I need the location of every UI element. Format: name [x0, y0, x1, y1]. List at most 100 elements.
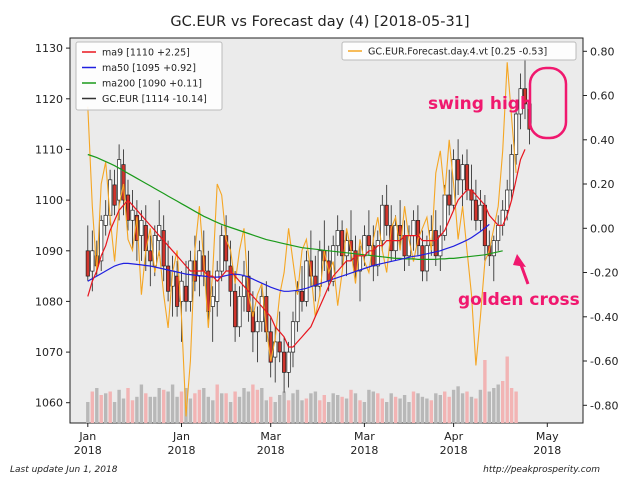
- volume-bar: [197, 389, 202, 424]
- volume-bar: [144, 393, 148, 424]
- ma200-line: [87, 153, 503, 260]
- volume-bar: [126, 388, 130, 423]
- candle-body: [286, 351, 291, 373]
- candle-body: [175, 275, 180, 307]
- candle-body: [188, 260, 193, 302]
- volume-bar: [434, 393, 438, 424]
- volume-bar: [148, 396, 152, 424]
- legend-left-box: [75, 41, 223, 111]
- candle-body: [514, 113, 519, 155]
- volume-bar: [108, 391, 112, 423]
- volume-bar: [416, 393, 420, 424]
- x-tick-label-year: 2018: [168, 444, 196, 457]
- volume-bar: [90, 391, 94, 423]
- candle-body: [117, 159, 122, 201]
- candle-body: [411, 220, 416, 236]
- candle-body: [357, 255, 363, 272]
- volume-bar: [336, 395, 340, 423]
- x-tick-label-month: Jan: [172, 430, 190, 443]
- volume-bar: [411, 391, 416, 423]
- volume-bar: [402, 395, 407, 423]
- volume-bar: [514, 391, 518, 423]
- volume-bar: [130, 400, 135, 424]
- candle-body: [112, 184, 117, 206]
- volume-bar: [170, 384, 175, 423]
- candle-body: [424, 245, 429, 272]
- volume-bar: [501, 381, 505, 423]
- legend-left-label: ma50 [1095 +0.92]: [102, 63, 196, 74]
- volume-bar: [95, 388, 99, 423]
- y-right-tick-label: 0.80: [590, 45, 615, 58]
- candle-body: [389, 225, 394, 252]
- volume-bar: [175, 396, 179, 424]
- volume-bar: [121, 398, 126, 423]
- volume-bar: [340, 396, 344, 424]
- candle-body: [415, 220, 421, 247]
- volume-bar: [443, 391, 447, 423]
- candle-body: [509, 154, 514, 191]
- volume-bar: [242, 388, 246, 423]
- y-left-tick-label: 1130: [35, 42, 63, 55]
- x-tick-label-month: Apr: [444, 430, 464, 443]
- volume-bar: [228, 402, 233, 423]
- legend-left-label: ma200 [1090 +0.11]: [102, 79, 202, 90]
- y-right-tick-label: 0.60: [590, 90, 615, 103]
- volume-bar: [202, 388, 206, 423]
- candle-body: [464, 164, 470, 191]
- candle-body: [420, 245, 425, 272]
- volume-bar: [358, 400, 362, 424]
- volume-bar: [429, 400, 433, 424]
- volume-bar: [313, 391, 318, 423]
- volume-bars: [86, 356, 518, 424]
- volume-bar: [86, 402, 90, 423]
- candle-body: [478, 204, 483, 221]
- volume-bar: [451, 389, 456, 424]
- volume-bar: [286, 400, 291, 424]
- y-right-tick-label: -0.20: [590, 267, 618, 280]
- volume-bar: [376, 393, 380, 424]
- candle-body: [340, 230, 345, 257]
- volume-bar: [407, 402, 411, 423]
- swing-high-annotation: swing high: [428, 66, 568, 140]
- candle-body: [460, 164, 465, 181]
- volume-bar: [380, 398, 384, 423]
- candle-body: [295, 290, 300, 323]
- candle-body: [496, 225, 501, 241]
- candle-body: [121, 164, 126, 201]
- volume-bar: [117, 389, 121, 424]
- volume-bar: [179, 391, 184, 423]
- x-tick-label-year: 2018: [533, 444, 561, 457]
- legend-right-box: [341, 41, 577, 61]
- footer-left: Last update Jun 1, 2018: [10, 465, 118, 475]
- y-right-tick-label: 0.40: [590, 134, 615, 147]
- golden-cross-arrowhead: [513, 254, 526, 267]
- series-lines: [87, 62, 526, 417]
- candle-body: [183, 285, 189, 302]
- candle-body: [522, 88, 528, 105]
- volume-bar: [496, 384, 500, 423]
- volume-bar: [344, 398, 349, 423]
- x-tick-label-year: 2018: [74, 444, 102, 457]
- volume-bar: [269, 396, 273, 424]
- candle-body: [148, 250, 153, 262]
- candle-body: [206, 270, 211, 312]
- candle-body: [366, 235, 371, 247]
- x-tick-label-month: May: [536, 430, 559, 443]
- candle-body: [161, 230, 166, 267]
- volume-bar: [367, 389, 371, 424]
- volume-bar: [318, 400, 322, 424]
- x-tick-label-year: 2018: [257, 444, 285, 457]
- volume-bar: [300, 400, 304, 424]
- volume-bar: [349, 389, 353, 424]
- volume-bar: [505, 356, 509, 423]
- volume-bar: [153, 396, 157, 424]
- volume-bar: [460, 393, 465, 424]
- y-right-tick-label: -0.60: [590, 355, 618, 368]
- candle-body: [166, 265, 171, 292]
- candle-body: [90, 250, 95, 272]
- golden-cross-annotation: golden cross: [458, 254, 580, 310]
- volume-bar: [233, 391, 237, 423]
- candle-body: [482, 204, 487, 247]
- candle-body: [384, 204, 389, 226]
- volume-bar: [465, 391, 469, 423]
